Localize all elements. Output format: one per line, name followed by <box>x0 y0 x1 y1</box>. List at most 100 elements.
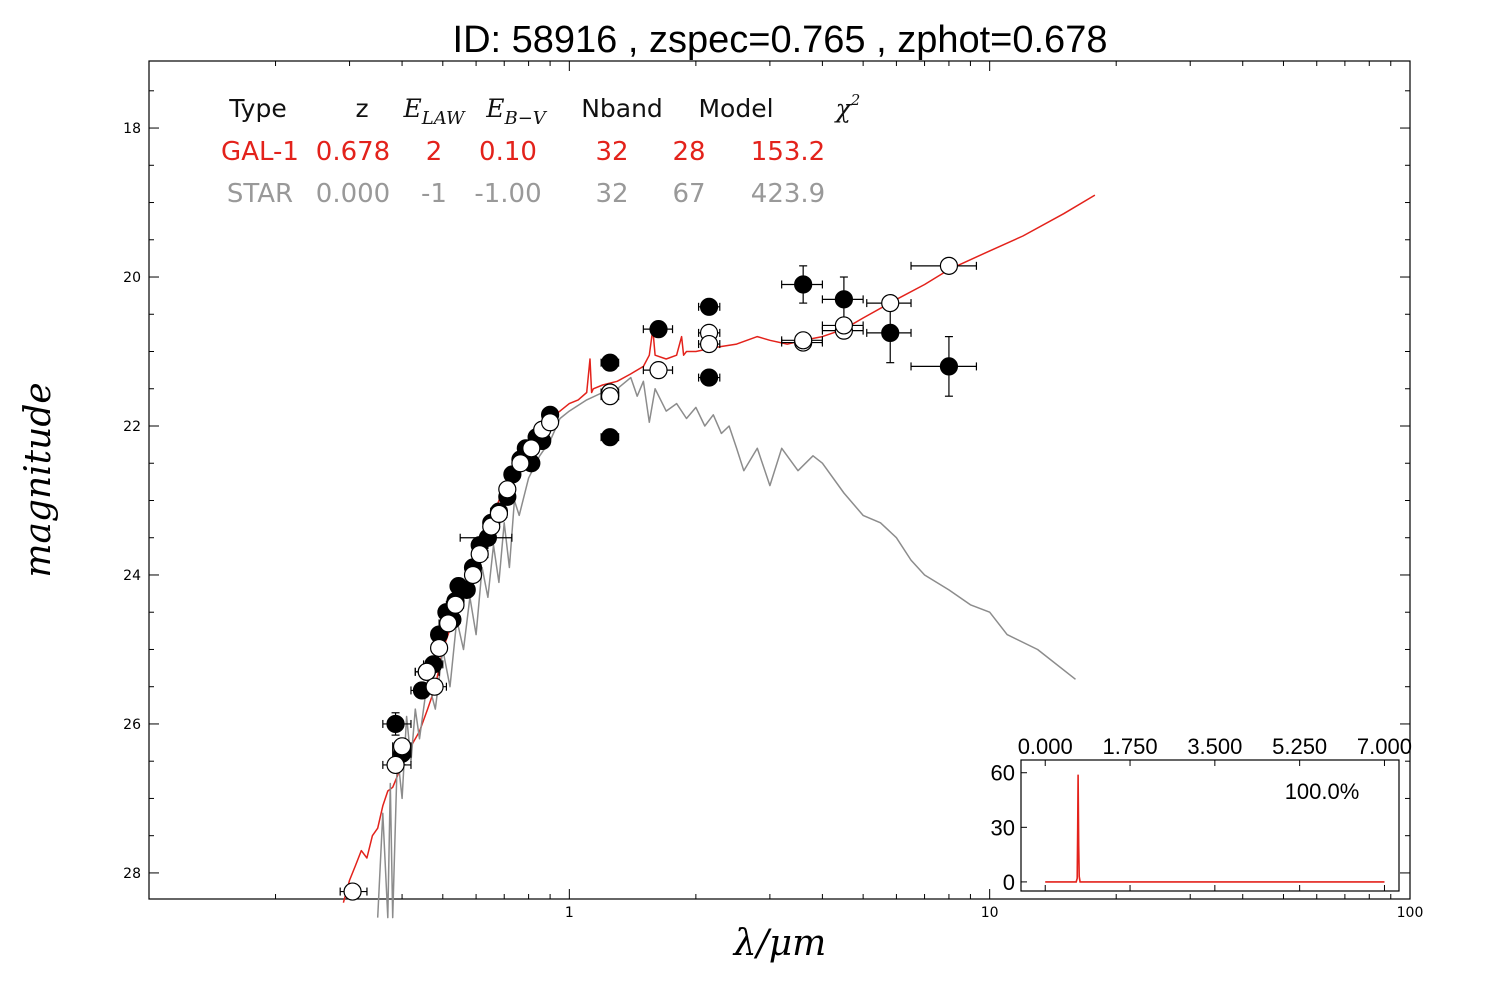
table-cell-1-4: 32 <box>595 179 628 209</box>
table-header-3: EB−V <box>485 94 548 129</box>
inset-x-tick-label: 0.000 <box>1018 734 1073 759</box>
model-marker <box>470 545 489 564</box>
model-marker <box>343 882 362 901</box>
table-cell-0-4: 32 <box>595 137 628 167</box>
y-tick-label: 28 <box>123 866 141 882</box>
model-point <box>463 565 483 585</box>
table-cell-0-6: 153.2 <box>751 137 825 167</box>
table-cell-0-3: 0.10 <box>479 137 537 167</box>
model-point <box>414 662 440 681</box>
observed-marker <box>939 357 959 376</box>
plot-frame <box>148 60 1411 900</box>
model-marker <box>699 334 719 354</box>
model-marker <box>417 662 436 681</box>
model-marker <box>430 638 449 658</box>
y-tick-label: 20 <box>123 270 141 286</box>
table-cell-0-0: GAL-1 <box>221 137 299 167</box>
inset-layer: 0.000 1.750 3.500 5.250 7.000 0 30 60 <box>991 734 1412 895</box>
inset-annotation: 100.0% <box>1285 779 1360 804</box>
observed-marker <box>699 297 719 316</box>
model-marker <box>463 565 483 585</box>
model-marker <box>511 454 530 473</box>
inset-x-tick-label: 1.750 <box>1103 734 1158 759</box>
observed-point <box>457 580 476 599</box>
model-point <box>522 439 541 458</box>
model-point <box>470 545 489 564</box>
y-tick-label: 24 <box>123 568 141 584</box>
inset-y-tick-label: 60 <box>991 761 1015 786</box>
model-marker <box>522 439 541 458</box>
observed-point <box>697 368 721 387</box>
inset-y-tick-label: 30 <box>991 815 1015 840</box>
table-cell-0-1: 0.678 <box>316 137 390 167</box>
table-header-4: Nband <box>581 94 663 123</box>
redshift-pdf-inset: 0.000 1.750 3.500 5.250 7.000 0 30 60 100.0% <box>991 734 1412 895</box>
x-tick-label: 1 <box>565 905 574 921</box>
observed-marker <box>834 290 854 309</box>
observed-point <box>600 353 620 372</box>
model-point <box>445 595 465 614</box>
table-cell-0-2: 2 <box>426 137 443 167</box>
table-cell-1-5: 67 <box>672 179 705 209</box>
observed-point <box>910 336 978 397</box>
model-marker <box>794 331 813 350</box>
y-axis-label: magnitude <box>18 382 59 577</box>
model-point <box>422 677 448 696</box>
x-tick-label: 10 <box>981 905 999 921</box>
model-marker <box>392 737 412 756</box>
observed-marker <box>699 368 719 387</box>
x-tick-label: 100 <box>1397 905 1424 921</box>
series-layer <box>342 194 1096 919</box>
model-point <box>781 331 823 350</box>
observed-marker <box>649 320 668 339</box>
table-header-2: ELAW <box>403 94 466 129</box>
observed-point <box>781 265 823 304</box>
model-marker <box>386 755 405 775</box>
model-point <box>540 413 560 432</box>
observed-point <box>382 712 412 736</box>
model-marker <box>498 480 517 499</box>
model-point <box>382 755 412 775</box>
observed-marker <box>881 323 900 342</box>
model-marker <box>600 387 620 406</box>
table-header-0: Type <box>228 94 286 123</box>
model-point <box>339 882 368 901</box>
observed-point <box>642 320 674 339</box>
observed-marker <box>794 275 813 294</box>
model-marker <box>425 677 444 696</box>
table-cell-1-3: -1.00 <box>474 179 541 209</box>
model-marker <box>446 595 465 614</box>
model-point <box>489 504 509 523</box>
model-marker <box>939 256 959 275</box>
inset-x-tick-label: 7.000 <box>1357 734 1412 759</box>
model-point <box>498 480 517 499</box>
table-cell-0-5: 28 <box>672 137 705 167</box>
chart-title: ID: 58916 , zspec=0.765 , zphot=0.678 <box>453 19 1108 61</box>
points-layer <box>339 256 978 901</box>
observed-marker <box>386 714 405 734</box>
model-marker <box>834 316 854 335</box>
inset-x-tick-label: 3.500 <box>1187 734 1242 759</box>
table-header-1: z <box>355 94 368 123</box>
inset-y-tick-label: 0 <box>1003 870 1015 895</box>
table-header-6: χ2 <box>834 91 861 123</box>
observed-point <box>600 428 620 447</box>
model-point <box>438 614 458 633</box>
model-marker <box>649 361 668 380</box>
inset-pdf-line <box>1045 774 1385 883</box>
model-marker <box>881 293 900 313</box>
y-tick-label: 26 <box>123 717 141 733</box>
observed-point <box>697 297 721 316</box>
observed-marker <box>600 428 620 447</box>
model-point <box>600 387 620 406</box>
table-cell-1-6: 423.9 <box>751 179 825 209</box>
model-marker <box>489 504 509 523</box>
x-axis-label: λ/μm <box>732 923 826 964</box>
table-cell-1-2: -1 <box>421 179 447 209</box>
model-point <box>392 737 412 756</box>
model-point <box>511 454 530 473</box>
model-point <box>430 638 449 658</box>
model-point <box>866 293 912 313</box>
series-line-0 <box>342 194 1096 903</box>
